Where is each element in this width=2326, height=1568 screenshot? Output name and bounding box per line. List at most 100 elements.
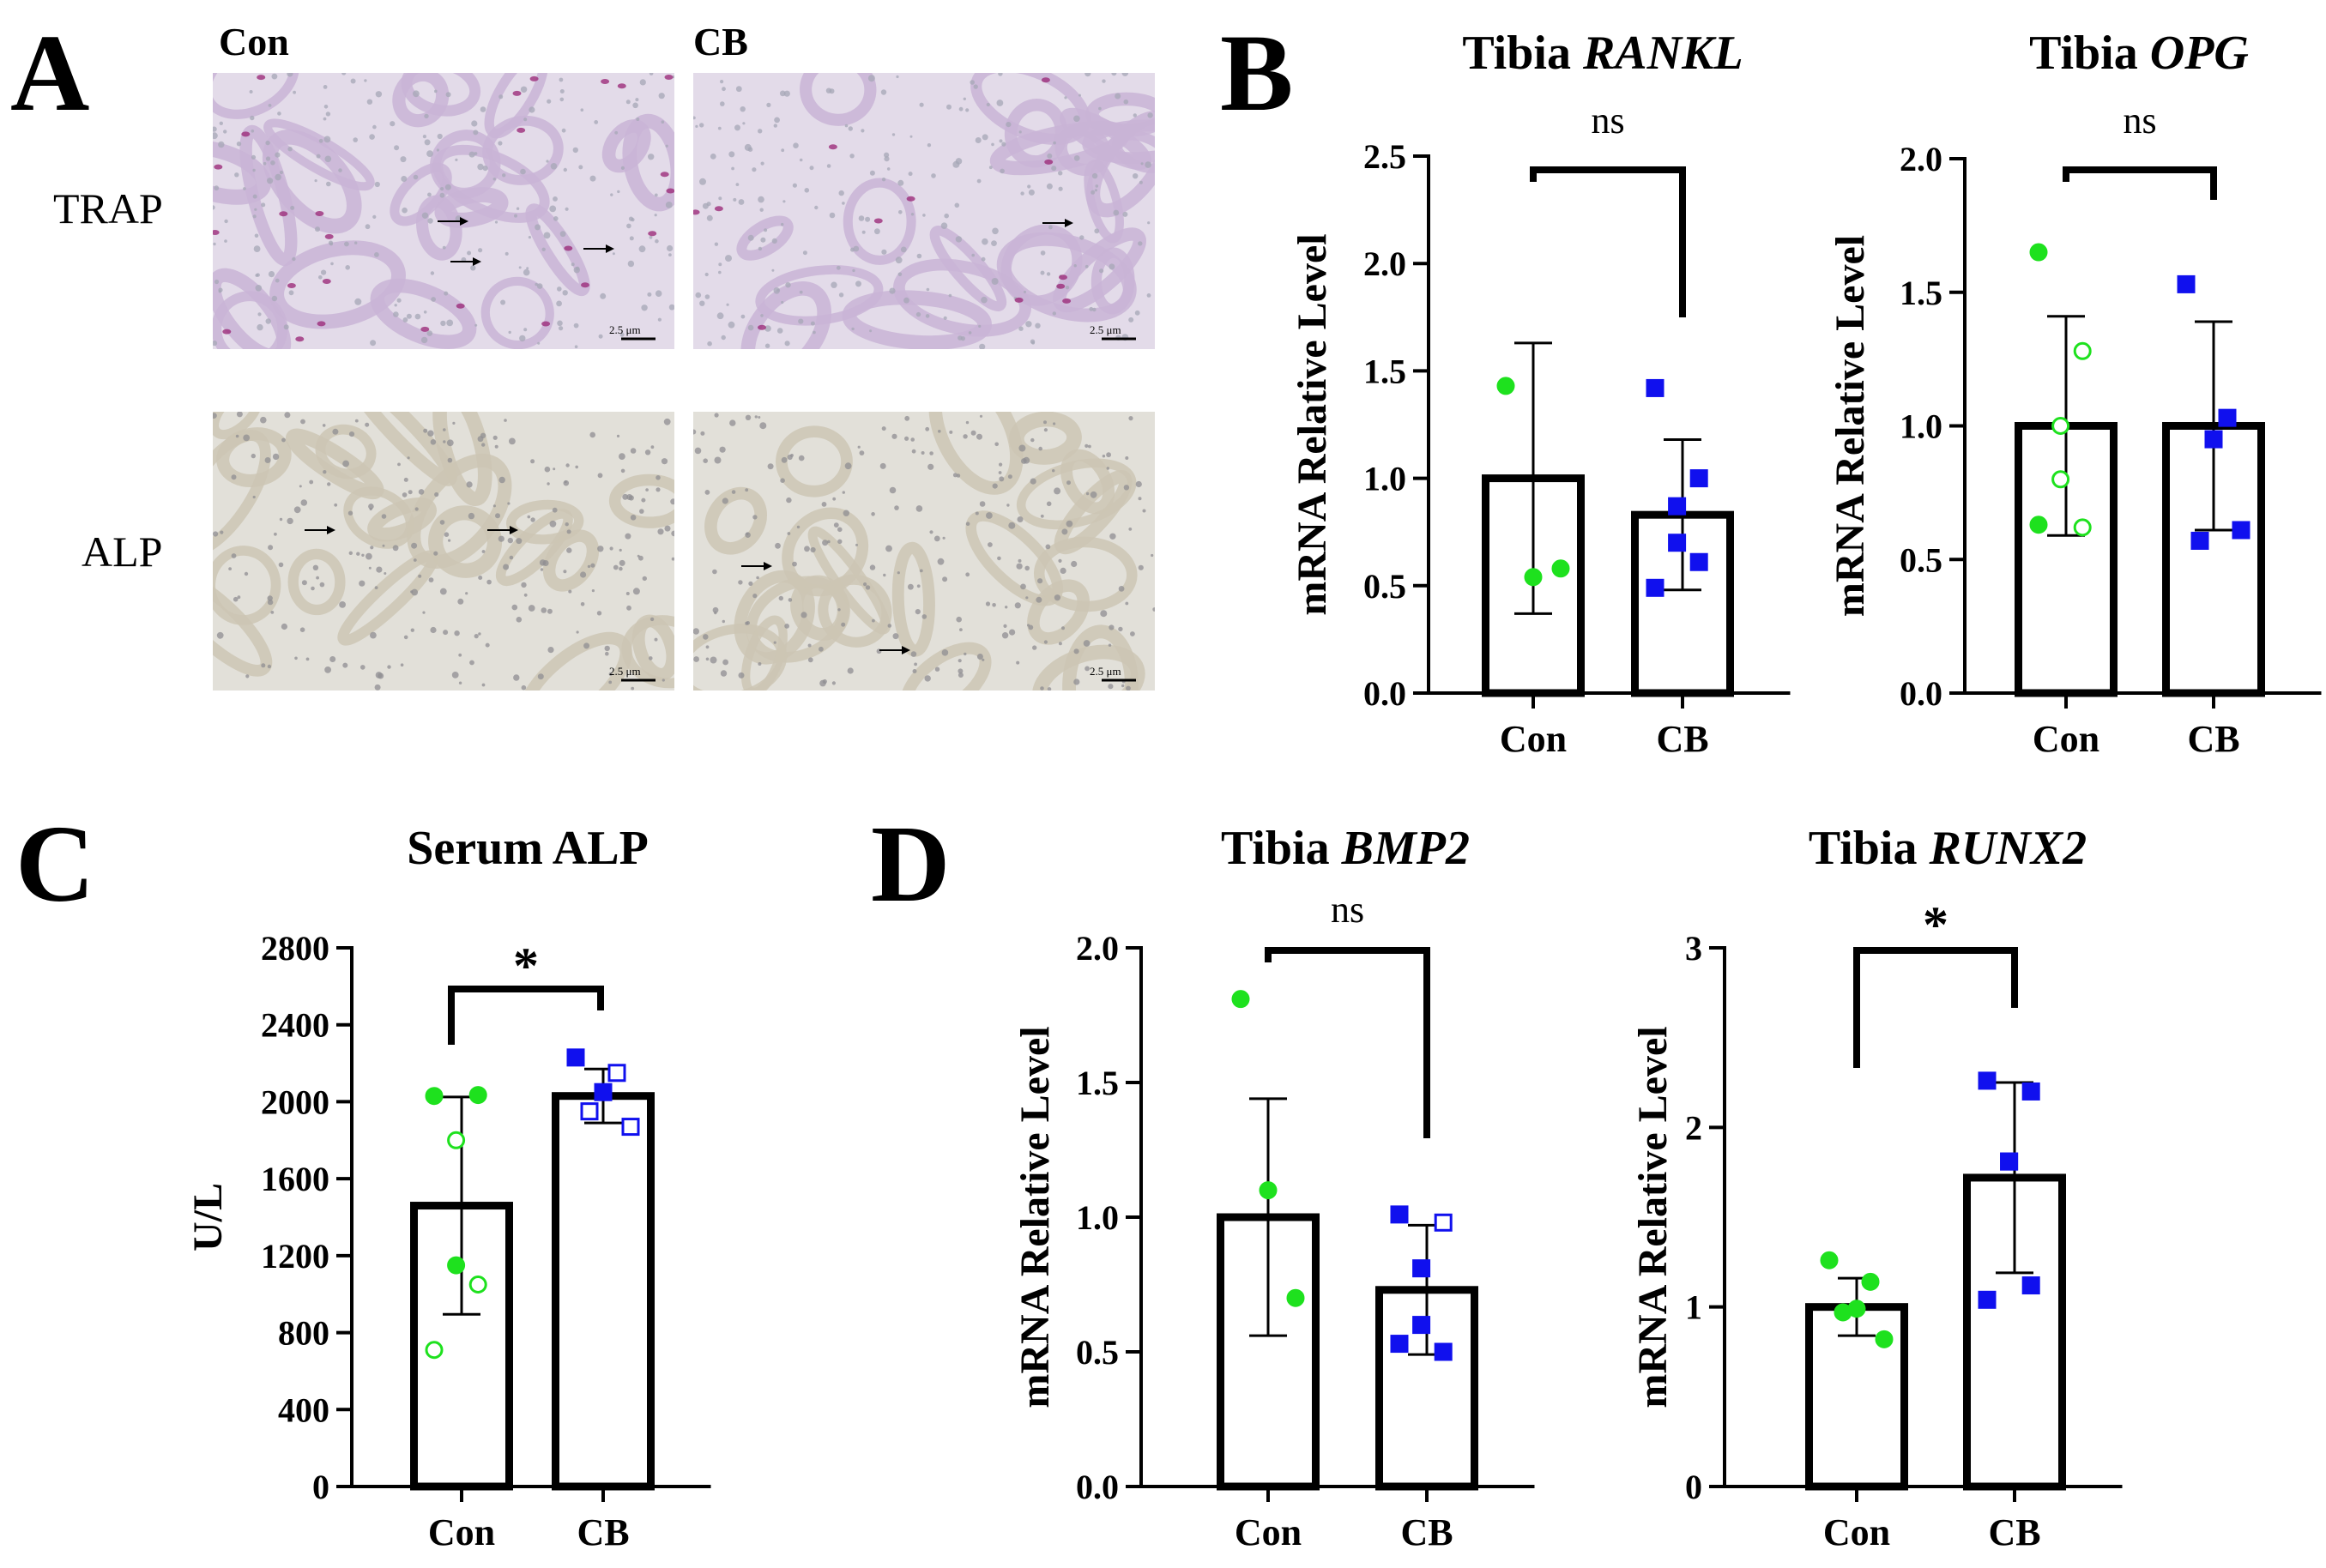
marrow-cell (421, 212, 429, 219)
marrow-cell (350, 78, 356, 84)
data-point-cb (1646, 578, 1664, 597)
marrow-cell (869, 329, 873, 333)
trabecular-bone (213, 429, 271, 558)
marrow-cell (442, 245, 446, 250)
marrow-cell (251, 154, 257, 160)
marrow-cell (492, 435, 498, 440)
marrow-cell (759, 422, 767, 430)
marrow-cell (268, 271, 275, 278)
marrow-cell (1102, 79, 1106, 83)
marrow-cell (937, 558, 945, 565)
marrow-cell (654, 214, 657, 217)
marrow-cell (256, 273, 260, 277)
marrow-cell (401, 176, 408, 182)
marrow-cell (516, 617, 523, 623)
marrow-cell (929, 530, 933, 534)
marrow-cell (1046, 183, 1053, 190)
marrow-cell (915, 505, 923, 512)
marrow-cell (414, 507, 419, 511)
data-point-cb (1646, 378, 1664, 397)
marrow-cell (855, 543, 858, 546)
marrow-cell (884, 156, 890, 162)
arrow-head-icon (902, 646, 910, 654)
y-axis-label: U/L (185, 1183, 231, 1251)
marrow-cell (1073, 678, 1080, 685)
marrow-cell (268, 545, 274, 551)
marrow-cell (309, 479, 314, 485)
marrow-cell (619, 559, 625, 566)
marrow-cell (418, 489, 425, 495)
marrow-cell (693, 628, 699, 635)
marrow-cell (837, 527, 843, 533)
marrow-cell (850, 247, 855, 252)
marrow-cell (431, 297, 436, 302)
marrow-cell (527, 515, 531, 519)
data-point-con (2051, 417, 2070, 435)
marrow-cell (301, 580, 307, 586)
marrow-cell (1090, 491, 1097, 498)
marrow-cell (1146, 293, 1151, 298)
marrow-cell (991, 278, 999, 285)
marrow-cell (908, 583, 914, 590)
marrow-cell (954, 202, 960, 208)
marrow-cell (895, 256, 903, 264)
chart-runx2: Tibia RUNX2 mRNA Relative Level 0 1 2 3 Con CB * (1630, 822, 2123, 1553)
marrow-cell (705, 645, 710, 649)
marrow-cell (513, 674, 520, 681)
trabecular-bone (213, 139, 272, 205)
marrow-cell (904, 436, 909, 441)
marrow-cell (908, 172, 913, 177)
marrow-cell (411, 588, 419, 596)
panel-label-a: A (10, 12, 89, 134)
trabecular-bone (900, 642, 992, 691)
marrow-cell (376, 566, 383, 573)
chart-opg: Tibia OPG mRNA Relative Level 0.0 0.5 1.0 1.5… (1828, 27, 2322, 760)
marrow-cell (471, 120, 478, 127)
marrow-cell (284, 412, 291, 419)
marrow-cell (281, 437, 286, 443)
marrow-cell (720, 101, 725, 106)
marrow-cell (216, 631, 224, 639)
marrow-cell (504, 419, 507, 422)
marrow-cell (717, 126, 722, 130)
marrow-cell (748, 581, 753, 587)
marrow-cell (841, 622, 846, 627)
marrow-cell (561, 128, 566, 133)
marrow-cell (609, 546, 613, 551)
trabecular-bone (428, 505, 503, 578)
marrow-cell (1016, 563, 1023, 570)
marrow-cell (998, 471, 1002, 474)
trap-positive-cell (295, 336, 305, 342)
marrow-cell (1064, 96, 1067, 100)
marrow-cell (759, 208, 764, 212)
micrograph-trap-cb: 2.5 μm (693, 73, 1155, 349)
marrow-cell (785, 282, 791, 288)
marrow-cell (758, 129, 763, 134)
marrow-cell (894, 505, 899, 510)
marrow-cell (580, 571, 587, 578)
marrow-cell (1038, 446, 1042, 451)
chart-title: Tibia BMP2 (1221, 822, 1470, 875)
y-tick-label: 0.5 (1363, 567, 1406, 606)
marrow-cell (649, 617, 655, 622)
marrow-cell (387, 665, 391, 669)
marrow-cell (342, 662, 348, 668)
marrow-cell (521, 684, 527, 691)
marrow-cell (573, 323, 579, 329)
marrow-cell (330, 262, 334, 266)
marrow-cell (752, 515, 758, 520)
marrow-cell (287, 517, 293, 525)
marrow-cell (991, 142, 994, 147)
marrow-cell (946, 104, 952, 110)
marrow-cell (559, 89, 565, 93)
trap-positive-cell (666, 188, 674, 194)
marrow-cell (773, 124, 777, 128)
marrow-cell (814, 205, 819, 210)
marrow-cell (650, 445, 655, 449)
trabecular-bone (480, 276, 554, 349)
marrow-cell (986, 102, 990, 107)
marrow-cell (619, 332, 625, 337)
marrow-cell (224, 219, 228, 224)
data-point-cb (1390, 1335, 1409, 1354)
marrow-cell (656, 475, 661, 480)
